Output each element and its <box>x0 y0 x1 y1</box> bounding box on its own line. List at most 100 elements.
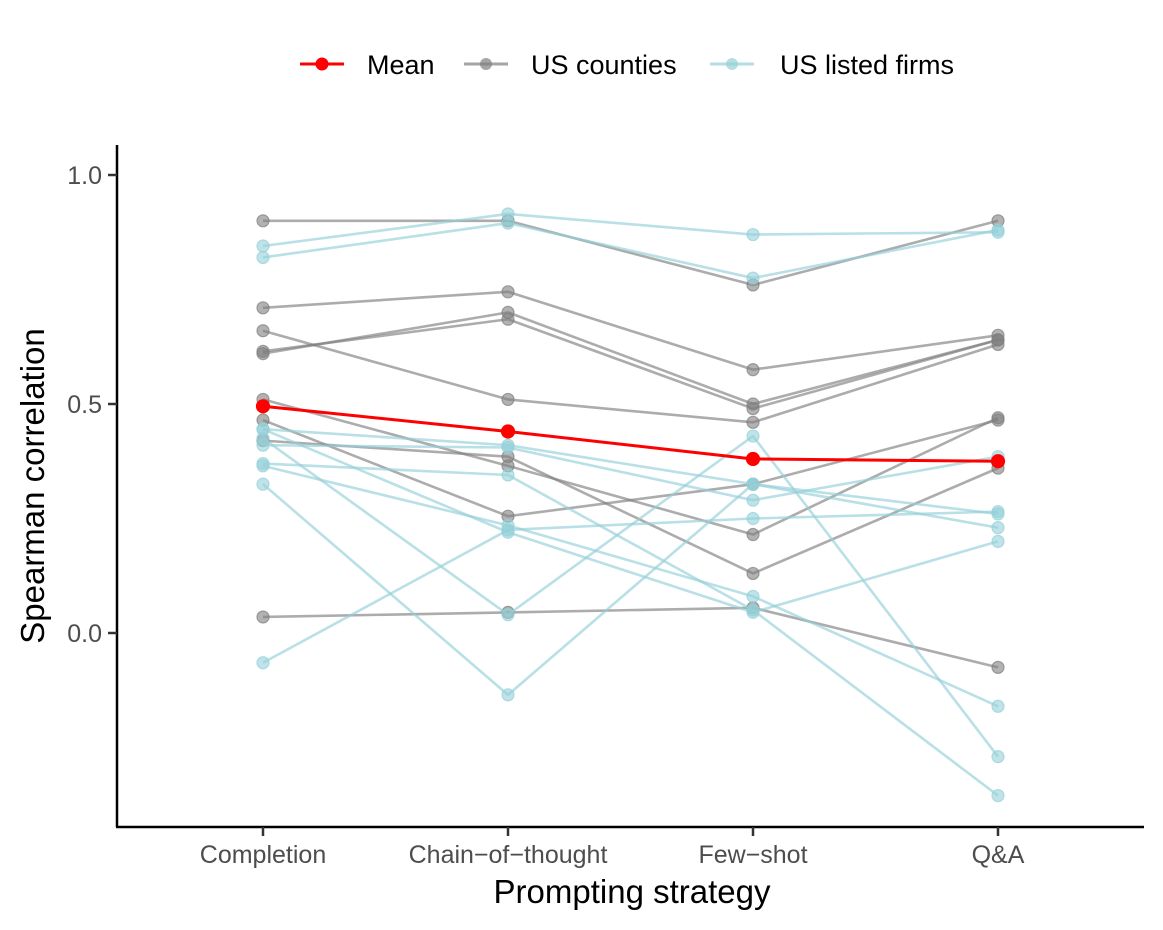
series-county-8 <box>256 434 1005 581</box>
data-point-county-5 <box>501 312 515 326</box>
series-firm-7 <box>256 459 1005 713</box>
series-line-county-3 <box>262 311 999 406</box>
series-line-firm-10 <box>262 427 999 614</box>
series-line-county-2 <box>262 290 999 371</box>
data-point-county-5 <box>256 344 270 358</box>
series-county-3 <box>256 305 1005 411</box>
y-ticks: 0.0 0.5 1.0 <box>67 162 117 648</box>
series-county-5 <box>256 312 1005 416</box>
series-firm-3 <box>256 422 1005 535</box>
legend-swatch-mean-point <box>315 57 329 71</box>
legend-label-mean: Mean <box>367 50 435 80</box>
data-point-firm-7 <box>746 589 760 603</box>
x-tick-label: Completion <box>200 841 326 869</box>
data-point-mean <box>990 454 1006 469</box>
data-point-county-5 <box>746 401 760 416</box>
data-point-county-2 <box>256 301 270 315</box>
data-point-mean <box>500 424 516 439</box>
series-line-firm-7 <box>262 464 999 708</box>
series-line-county-8 <box>262 439 999 575</box>
data-point-county-4 <box>746 415 760 429</box>
x-tick-label: Chain−of−thought <box>409 841 608 869</box>
data-point-firm-2 <box>256 250 270 265</box>
data-point-county-9 <box>256 610 270 624</box>
data-point-firm-2 <box>991 223 1005 237</box>
data-point-firm-4 <box>501 608 515 622</box>
legend-label-us-counties: US counties <box>531 50 677 80</box>
series-firm-4 <box>256 429 1005 764</box>
data-point-firm-7 <box>256 459 270 473</box>
series-line-firm-4 <box>262 434 1000 758</box>
data-point-firm-3 <box>991 521 1005 535</box>
data-point-firm-5 <box>501 440 515 455</box>
data-point-firm-10 <box>256 422 270 436</box>
data-point-mean <box>745 451 761 467</box>
data-point-firm-8 <box>256 477 270 491</box>
data-point-county-2 <box>501 285 515 299</box>
data-point-firm-4 <box>991 750 1005 764</box>
data-point-county-7 <box>991 413 1005 427</box>
data-point-firm-4 <box>746 429 760 443</box>
data-point-county-1 <box>256 214 270 228</box>
data-point-county-9 <box>991 660 1005 674</box>
y-tick-label: 0.5 <box>67 391 102 419</box>
y-axis-title: Spearman correlation <box>14 328 51 644</box>
series-line-firm-5 <box>262 443 999 502</box>
data-point-county-2 <box>746 363 760 377</box>
legend: Mean US counties US listed firms <box>300 50 954 80</box>
series-county-1 <box>256 214 1005 292</box>
data-point-county-4 <box>501 392 515 407</box>
legend-item-us-listed-firms: US listed firms <box>710 50 954 80</box>
series-firm-2 <box>256 216 1005 285</box>
data-point-county-5 <box>991 333 1005 347</box>
series-line-county-4 <box>262 329 999 424</box>
data-point-firm-10 <box>746 605 760 619</box>
x-tick-label: Q&A <box>972 841 1025 869</box>
data-point-firm-9 <box>256 656 270 670</box>
x-ticks: Completion Chain−of−thought Few−shot Q&A <box>200 827 1025 869</box>
data-point-mean <box>255 399 271 414</box>
data-point-firm-6 <box>501 468 515 482</box>
series-line-firm-3 <box>262 427 999 529</box>
x-tick-label: Few−shot <box>698 841 807 869</box>
series-line-mean <box>262 404 999 463</box>
data-point-firm-9 <box>991 505 1005 519</box>
data-point-county-8 <box>746 566 760 581</box>
series-county-6 <box>256 392 1005 542</box>
data-point-firm-6 <box>991 788 1005 803</box>
series-line-county-9 <box>262 606 999 669</box>
series-firm-8 <box>256 477 1005 702</box>
series-firm-1 <box>256 207 1005 253</box>
data-point-firm-8 <box>501 688 515 702</box>
series-line-firm-9 <box>262 510 999 664</box>
data-point-firm-8 <box>746 477 760 491</box>
series-layer <box>255 207 1006 803</box>
data-point-firm-7 <box>991 699 1005 713</box>
y-tick-label: 1.0 <box>67 162 102 190</box>
legend-label-us-listed-firms: US listed firms <box>780 50 954 80</box>
series-mean <box>255 399 1006 469</box>
data-point-firm-2 <box>501 216 515 230</box>
x-axis-title: Prompting strategy <box>494 873 771 910</box>
series-line-firm-1 <box>262 212 999 248</box>
series-line-county-5 <box>262 317 999 410</box>
data-point-firm-2 <box>746 271 760 285</box>
data-point-firm-5 <box>256 438 270 452</box>
data-point-county-4 <box>256 324 270 338</box>
series-line-firm-6 <box>262 462 999 797</box>
series-county-4 <box>256 324 1005 429</box>
series-county-9 <box>256 601 1005 674</box>
data-point-firm-1 <box>746 227 760 242</box>
data-point-firm-5 <box>746 493 760 507</box>
legend-item-mean: Mean <box>300 50 435 80</box>
legend-swatch-firms-point <box>726 58 738 70</box>
series-firm-9 <box>256 505 1005 670</box>
legend-swatch-counties-point <box>480 58 492 70</box>
y-tick-label: 0.0 <box>67 620 102 648</box>
series-county-2 <box>256 285 1005 377</box>
data-point-firm-1 <box>256 239 270 253</box>
data-point-firm-10 <box>991 534 1005 549</box>
series-firm-10 <box>256 422 1005 619</box>
series-line-firm-2 <box>262 221 999 280</box>
